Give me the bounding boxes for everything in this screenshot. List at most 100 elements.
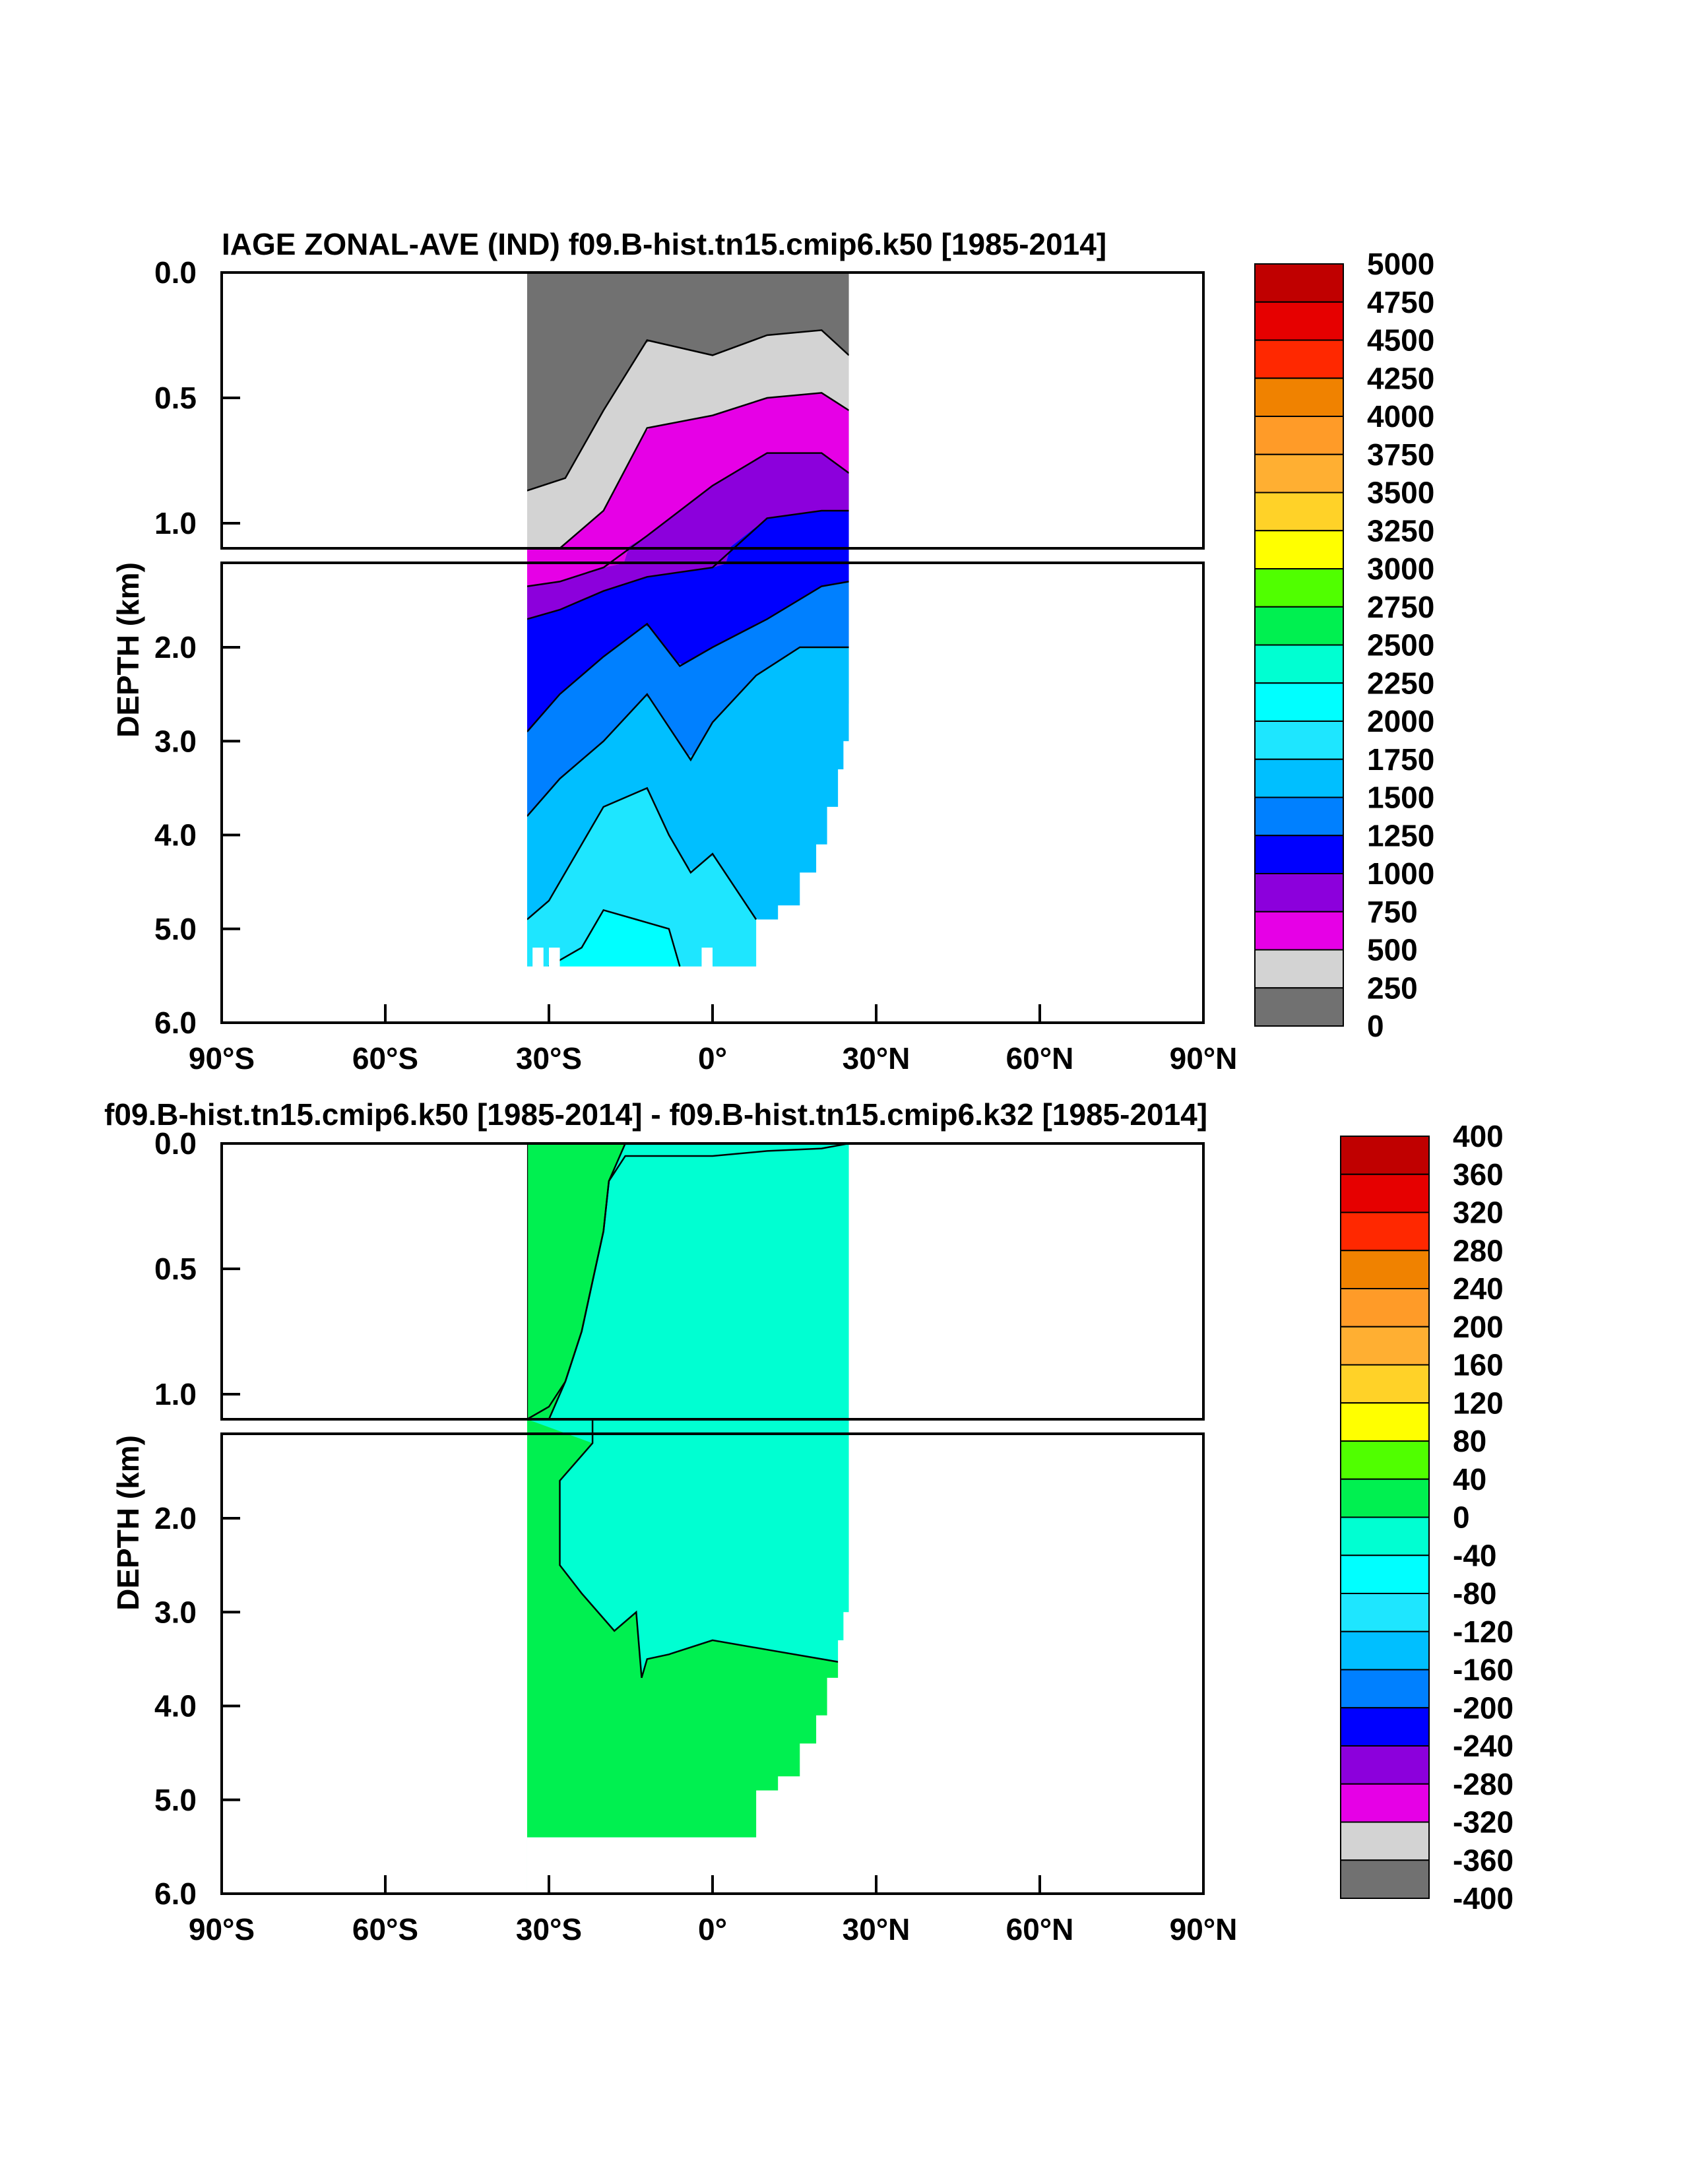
colorbar-age-label: 3500 xyxy=(1367,476,1434,510)
age-band xyxy=(526,647,849,920)
colorbar-diff-label: 40 xyxy=(1453,1462,1486,1496)
colorbar-age-label: 750 xyxy=(1367,895,1418,929)
x-tick-label: 30°S xyxy=(516,1041,582,1076)
colorbar-diff-label: 80 xyxy=(1453,1424,1486,1458)
upper-plot-frame xyxy=(220,271,1205,550)
colorbar-age-label: 2750 xyxy=(1367,590,1434,624)
colorbar-diff-label: -280 xyxy=(1453,1767,1514,1801)
y-tick-label: 3.0 xyxy=(154,1595,197,1629)
x-tick-label: 60°N xyxy=(1006,1912,1074,1946)
y-tick-label: 5.0 xyxy=(154,912,197,946)
colorbar-age-label: 3250 xyxy=(1367,513,1434,548)
zero-contour xyxy=(559,1419,849,1679)
age-band xyxy=(526,331,849,548)
y-tick-label: 2.0 xyxy=(154,630,197,664)
colorbar-age-box xyxy=(1254,453,1344,494)
colorbar-diff-box xyxy=(1340,1136,1430,1175)
y-axis-label: DEPTH (km) xyxy=(111,1435,145,1611)
colorbar-age-box xyxy=(1254,301,1344,341)
y-tick-label: 1.0 xyxy=(154,506,197,540)
colorbar-age-label: 0 xyxy=(1367,1009,1384,1043)
colorbar-diff-box xyxy=(1340,1859,1430,1899)
seafloor-mask xyxy=(549,947,560,1023)
colorbar-age-box xyxy=(1254,644,1344,684)
y-tick-label: 4.0 xyxy=(154,818,197,852)
colorbar-age-box xyxy=(1254,911,1344,951)
colorbar-age-label: 4500 xyxy=(1367,323,1434,358)
colorbar-diff-label: 280 xyxy=(1453,1233,1504,1268)
colorbar-diff-label: -240 xyxy=(1453,1729,1514,1763)
age-band xyxy=(526,393,849,548)
colorbar-diff-label: 160 xyxy=(1453,1348,1504,1382)
colorbar-diff-label: -200 xyxy=(1453,1690,1514,1725)
x-tick-label: 60°S xyxy=(352,1912,418,1946)
x-tick-label: 90°N xyxy=(1170,1912,1238,1946)
contour-line xyxy=(526,581,849,732)
y-tick-label: 6.0 xyxy=(154,1006,197,1040)
colorbar-diff-box xyxy=(1340,1783,1430,1823)
x-tick-label: 60°N xyxy=(1006,1041,1074,1076)
upper-plot-frame xyxy=(220,1142,1205,1421)
panel-age-title: IAGE ZONAL-AVE (IND) f09.B-hist.tn15.cmi… xyxy=(222,227,1106,261)
lower-contour-fill xyxy=(526,1419,852,1894)
colorbar-diff-box xyxy=(1340,1326,1430,1366)
colorbar-diff-label: -40 xyxy=(1453,1538,1496,1572)
colorbar-age-label: 2500 xyxy=(1367,628,1434,662)
zero-contour xyxy=(548,1143,626,1419)
contour-line xyxy=(732,509,849,548)
colorbar-age-box xyxy=(1254,416,1344,455)
colorbar-age-box xyxy=(1254,530,1344,569)
age-band xyxy=(526,548,629,587)
colorbar-age-box xyxy=(1254,873,1344,913)
colorbar-difference: 40036032028024020016012080400-40-80-120-… xyxy=(1340,1119,1514,1915)
colorbar-age-box xyxy=(1254,339,1344,379)
colorbar-age-label: 250 xyxy=(1367,971,1418,1005)
colorbar-diff-box xyxy=(1340,1478,1430,1518)
colorbar-diff-box xyxy=(1340,1630,1430,1671)
colorbar-diff-box xyxy=(1340,1211,1430,1252)
colorbar-diff-label: -400 xyxy=(1453,1881,1514,1915)
colorbar-age-box xyxy=(1254,263,1344,303)
x-tick-label: 30°S xyxy=(516,1912,582,1946)
colorbar-diff-box xyxy=(1340,1402,1430,1442)
x-tick-label: 90°N xyxy=(1170,1041,1238,1076)
colorbar-age-box xyxy=(1254,682,1344,722)
colorbar-diff-box xyxy=(1340,1593,1430,1632)
colorbar-age-box xyxy=(1254,721,1344,760)
age-band xyxy=(526,548,849,732)
y-tick-label: 6.0 xyxy=(154,1877,197,1911)
colorbar-age-label: 1500 xyxy=(1367,781,1434,815)
panel-age: IAGE ZONAL-AVE (IND) f09.B-hist.tn15.cmi… xyxy=(111,227,1434,1076)
y-tick-label: 0.0 xyxy=(154,1126,197,1161)
y-tick-label: 0.5 xyxy=(154,1252,197,1286)
colorbar-diff-box xyxy=(1340,1173,1430,1213)
age-band xyxy=(526,911,849,967)
x-tick-label: 0° xyxy=(698,1041,727,1076)
colorbar-age-label: 4750 xyxy=(1367,285,1434,319)
colorbar-diff-box xyxy=(1340,1364,1430,1404)
colorbar-diff-label: -120 xyxy=(1453,1615,1514,1649)
panel-diff-title: f09.B-hist.tn15.cmip6.k50 [1985-2014] - … xyxy=(104,1097,1207,1132)
colorbar-diff-label: -160 xyxy=(1453,1653,1514,1687)
x-tick-label: 30°N xyxy=(843,1912,910,1946)
colorbar-age-label: 1750 xyxy=(1367,742,1434,777)
colorbar-diff-label: 240 xyxy=(1453,1271,1504,1306)
y-tick-label: 0.5 xyxy=(154,381,197,415)
seafloor-mask xyxy=(848,703,852,1023)
colorbar-age-box xyxy=(1254,949,1344,989)
y-tick-label: 4.0 xyxy=(154,1689,197,1723)
colorbar-age-label: 2250 xyxy=(1367,666,1434,700)
x-tick-label: 90°S xyxy=(189,1041,255,1076)
colorbar-age-label: 1000 xyxy=(1367,856,1434,891)
x-tick-label: 60°S xyxy=(352,1041,418,1076)
colorbar-age-label: 5000 xyxy=(1367,247,1434,281)
colorbar-diff-box xyxy=(1340,1555,1430,1594)
colorbar-age-label: 4000 xyxy=(1367,399,1434,434)
y-axis-label: DEPTH (km) xyxy=(111,562,145,738)
colorbar-age-label: 3750 xyxy=(1367,437,1434,472)
contour-line xyxy=(526,548,631,587)
colorbar-diff-label: 200 xyxy=(1453,1310,1504,1344)
colorbar-diff-label: 0 xyxy=(1453,1500,1470,1535)
upper-contour-fill xyxy=(526,273,849,548)
